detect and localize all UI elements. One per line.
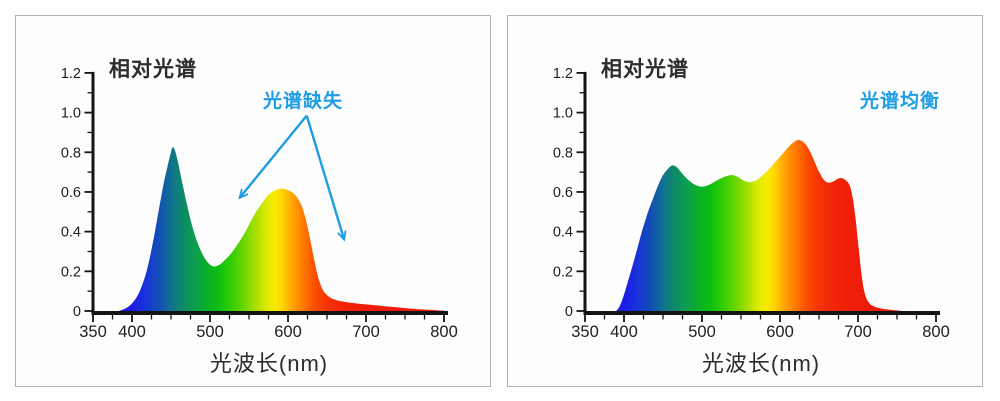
spectrum-chart-canvas-left: 350 400 500 600 700 800 0 0.2 0.4 0.6 0.8 1.0 1.2	[61, 66, 458, 341]
chart-title: 相对光谱	[109, 58, 197, 81]
svg-text:350: 350	[571, 323, 599, 341]
x-axis-label: 光波长(nm)	[209, 351, 329, 376]
svg-text:350: 350	[79, 323, 107, 341]
svg-text:400: 400	[118, 323, 146, 341]
chart-panel-missing-spectrum: 350 400 500 600 700 800 0 0.2 0.4 0.6 0.8 1.0 1.2 相对…	[15, 15, 491, 387]
svg-text:600: 600	[766, 323, 794, 341]
annotation-spectrum-balanced: 光谱均衡	[859, 91, 940, 112]
svg-text:0.8: 0.8	[61, 145, 81, 161]
spectrum-chart-canvas-right: 350 400 500 600 700 800 0 0.2 0.4 0.6 0.8 1.0 1.2	[553, 66, 950, 341]
svg-text:0: 0	[565, 304, 573, 320]
svg-text:700: 700	[844, 323, 872, 341]
svg-text:0.2: 0.2	[61, 264, 81, 280]
x-axis-label: 光波长(nm)	[701, 351, 821, 376]
svg-text:800: 800	[922, 323, 950, 341]
svg-text:400: 400	[610, 323, 638, 341]
annotation-spectrum-missing: 光谱缺失	[263, 91, 344, 112]
svg-text:0.8: 0.8	[553, 145, 573, 161]
chart-panel-balanced-spectrum: 350 400 500 600 700 800 0 0.2 0.4 0.6 0.8 1.0 1.2 相对…	[507, 15, 983, 387]
svg-text:1.0: 1.0	[553, 106, 573, 122]
svg-text:500: 500	[196, 323, 224, 341]
svg-text:800: 800	[430, 323, 458, 341]
svg-text:600: 600	[274, 323, 302, 341]
chart-title: 相对光谱	[601, 58, 689, 81]
svg-text:700: 700	[352, 323, 380, 341]
svg-text:1.0: 1.0	[61, 106, 81, 122]
svg-text:0.6: 0.6	[61, 185, 81, 201]
svg-text:500: 500	[688, 323, 716, 341]
svg-text:0.4: 0.4	[553, 225, 573, 241]
svg-text:0.4: 0.4	[61, 225, 81, 241]
svg-text:0: 0	[73, 304, 81, 320]
svg-text:0.6: 0.6	[553, 185, 573, 201]
svg-text:1.2: 1.2	[553, 66, 573, 82]
svg-text:0.2: 0.2	[553, 264, 573, 280]
svg-text:1.2: 1.2	[61, 66, 81, 82]
